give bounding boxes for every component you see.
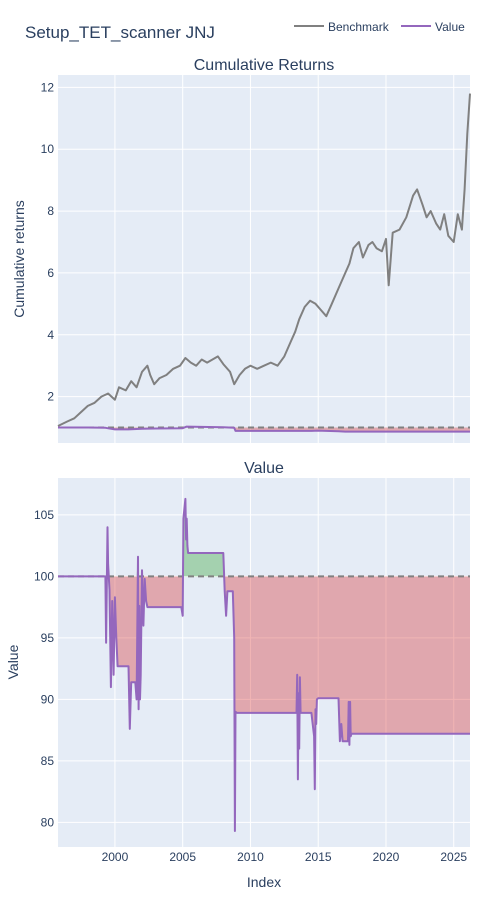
y-tick-label: 100 — [34, 569, 54, 583]
y-tick-label: 6 — [47, 266, 54, 280]
y-tick-label: 12 — [41, 80, 55, 94]
y-tick-label: 95 — [41, 631, 55, 645]
x-tick-label: 2000 — [102, 850, 129, 864]
y-tick-label: 85 — [41, 754, 55, 768]
loss-fill-area — [58, 427, 470, 432]
loss-fill-area — [58, 576, 470, 831]
x-tick-label: 2020 — [373, 850, 400, 864]
legend-benchmark-label: Benchmark — [328, 20, 390, 34]
y-tick-label: 2 — [47, 390, 54, 404]
series-line-value — [58, 497, 470, 832]
legend-value-label: Value — [435, 20, 465, 34]
chart-title: Setup_TET_scanner JNJ — [25, 23, 215, 42]
y-tick-label: 4 — [47, 328, 54, 342]
y-tick-label: 8 — [47, 204, 54, 218]
x-tick-label: 2025 — [440, 850, 467, 864]
top-y-axis-label: Cumulative returns — [11, 200, 27, 318]
bottom-panel-title: Value — [244, 460, 284, 477]
legend: Benchmark Value — [294, 20, 465, 34]
plot-background — [58, 478, 470, 847]
bottom-y-axis-label: Value — [5, 644, 21, 679]
x-tick-label: 2010 — [237, 850, 264, 864]
y-tick-label: 105 — [34, 508, 54, 522]
series-line-benchmark — [57, 93, 471, 427]
top-panel-title: Cumulative Returns — [194, 57, 335, 74]
plot-background — [58, 75, 470, 443]
value-panel: Value Value Index 80 85 90 95 100 105 2000 2005… — [5, 460, 470, 890]
x-axis-label: Index — [247, 874, 281, 890]
x-tick-label: 2005 — [169, 850, 196, 864]
y-tick-label: 80 — [41, 815, 55, 829]
y-tick-label: 10 — [41, 142, 55, 156]
y-tick-label: 90 — [41, 692, 55, 706]
cumulative-returns-panel: Cumulative Returns Cumulative returns 2 4… — [11, 57, 471, 443]
x-tick-label: 2015 — [305, 850, 332, 864]
series-line-value — [58, 425, 470, 433]
